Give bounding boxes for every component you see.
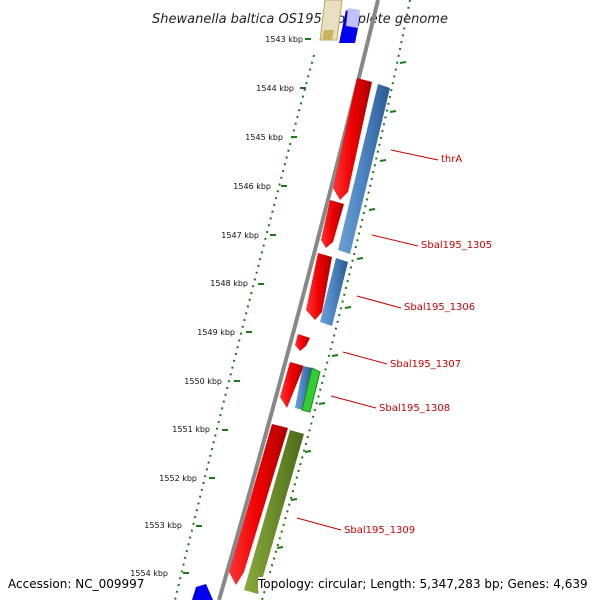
tick-label: 1553 kbp xyxy=(144,521,182,530)
gene-label-1305: Sbal195_1305 xyxy=(421,240,492,251)
gene-label-thrA: thrA xyxy=(441,154,462,165)
tick-label: 1548 kbp xyxy=(210,279,248,288)
tick-marks xyxy=(183,38,311,574)
feature-blue-bottom xyxy=(192,584,213,600)
leader-line xyxy=(356,295,402,309)
tick-label: 1551 kbp xyxy=(172,425,210,434)
leader-line xyxy=(296,517,342,531)
gene-label-1307: Sbal195_1307 xyxy=(390,359,461,370)
leader-line xyxy=(330,395,377,409)
feature-lavender-top xyxy=(346,8,360,28)
tick-label: 1544 kbp xyxy=(256,84,294,93)
leader-line xyxy=(342,351,388,365)
genome-backbone xyxy=(217,0,380,600)
gene-labels: thrA Sbal195_1305 Sbal195_1306 Sbal195_1… xyxy=(296,149,492,536)
tick-label: 1545 kbp xyxy=(245,133,283,142)
accession-text: Accession: NC_009997 xyxy=(8,577,145,591)
tick-labels: 1543 kbp 1544 kbp 1545 kbp 1546 kbp 1547… xyxy=(130,35,303,578)
cds-1309 xyxy=(229,424,288,585)
olive-feature xyxy=(244,430,304,594)
tick-label: 1546 kbp xyxy=(233,182,271,191)
blue-feature xyxy=(338,84,390,254)
tick-label: 1552 kbp xyxy=(159,474,197,483)
blue-feature xyxy=(320,258,348,326)
tick-label: 1550 kbp xyxy=(184,377,222,386)
outer-ring-right xyxy=(261,0,411,600)
feature-olive-small xyxy=(322,30,334,40)
cds-1307 xyxy=(295,334,310,351)
cds-1306 xyxy=(306,253,332,320)
cds-1308 xyxy=(280,362,304,408)
tick-label: 1549 kbp xyxy=(197,328,235,337)
minor-ticks xyxy=(276,61,407,549)
leader-line xyxy=(390,149,439,161)
green-feature xyxy=(301,367,321,413)
gene-label-1308: Sbal195_1308 xyxy=(379,403,450,414)
outer-ring-left xyxy=(174,54,315,600)
gene-label-1309: Sbal195_1309 xyxy=(344,525,415,536)
leader-line xyxy=(371,234,419,247)
forward-cds xyxy=(229,78,372,585)
blue-feature xyxy=(295,366,312,410)
tick-label: 1543 kbp xyxy=(265,35,303,44)
genome-summary-text: Topology: circular; Length: 5,347,283 bp… xyxy=(258,577,588,591)
map-title: Shewanella baltica OS195, complete genom… xyxy=(152,12,448,27)
tick-label: 1554 kbp xyxy=(130,569,168,578)
cds-1305 xyxy=(321,200,344,248)
tick-label: 1547 kbp xyxy=(221,231,259,240)
cds-thrA xyxy=(333,78,372,200)
gene-label-1306: Sbal195_1306 xyxy=(404,302,475,313)
second-track xyxy=(244,84,390,594)
